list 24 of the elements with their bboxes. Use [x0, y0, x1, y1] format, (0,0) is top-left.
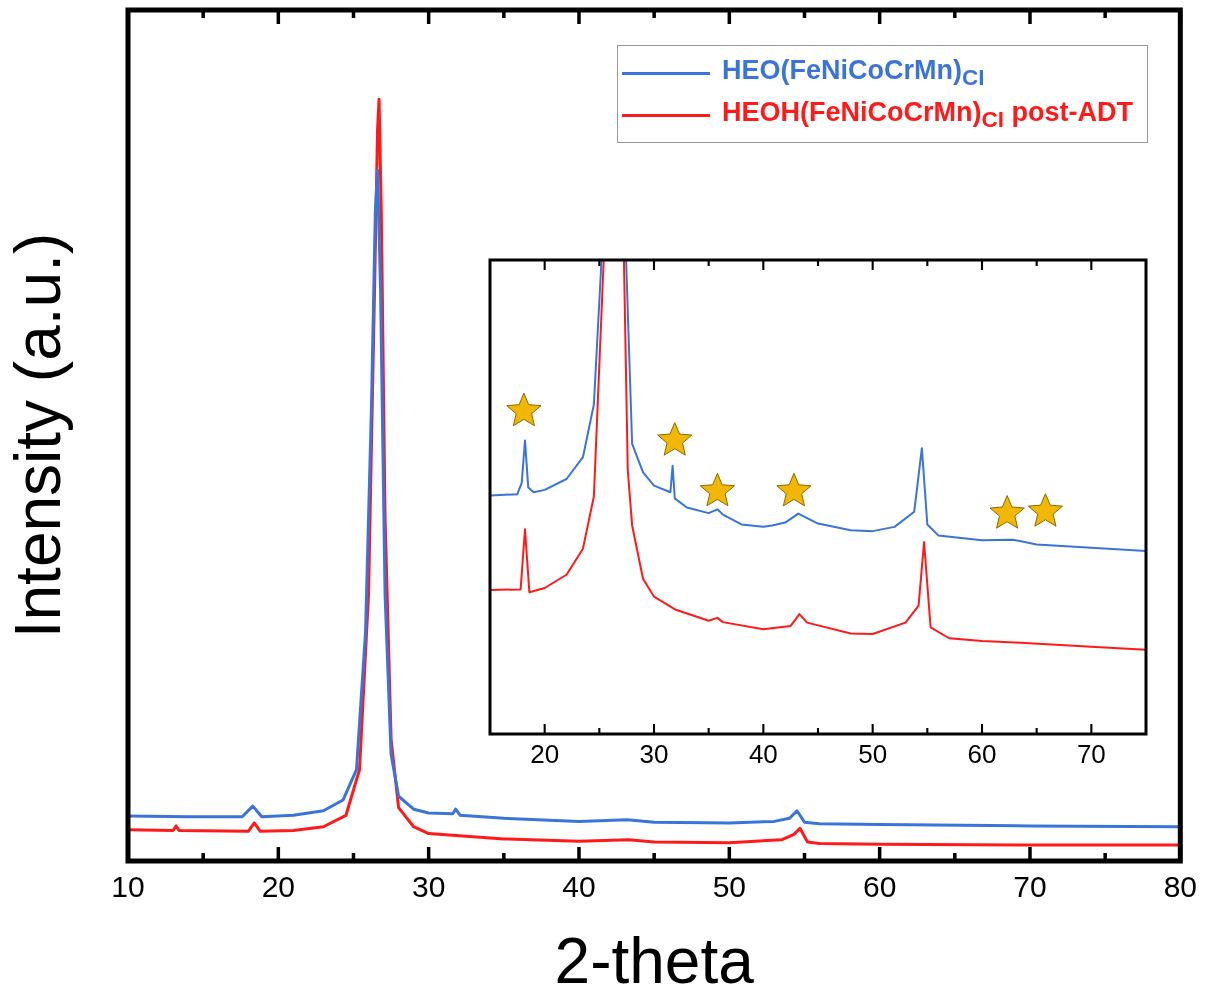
x-tick-label: 50: [712, 870, 747, 904]
x-tick-label: 70: [1013, 870, 1047, 904]
x-axis-title: 2-theta: [554, 925, 755, 998]
legend-label: HEO(FeNiCoCrMn)$_{CI}$: [722, 54, 985, 92]
point: [506, 392, 542, 427]
x-tick-label: 80: [1163, 870, 1197, 904]
legend-label: HEOH(FeNiCoCrMn)$_{CI}$ post-ADT: [722, 96, 1133, 134]
x-tick-label: 60: [967, 738, 997, 769]
x-tick-label: 30: [411, 870, 446, 904]
point: [1027, 493, 1064, 527]
y-axis-title: Intensity (a.u.): [2, 232, 75, 639]
point: [989, 495, 1025, 529]
x-tick-label: 30: [639, 738, 669, 769]
point: [776, 472, 812, 507]
x-tick-label: 70: [1076, 738, 1106, 769]
x-tick-label: 40: [748, 738, 778, 769]
x-tick-label: 20: [261, 870, 296, 904]
x-tick-label: 20: [530, 738, 560, 769]
x-tick-label: 10: [111, 870, 145, 904]
x-tick-label: 60: [862, 870, 897, 904]
point: [699, 472, 736, 507]
x-tick-label: 40: [562, 870, 596, 904]
x-tick-label: 50: [858, 738, 888, 769]
point: [657, 422, 693, 456]
